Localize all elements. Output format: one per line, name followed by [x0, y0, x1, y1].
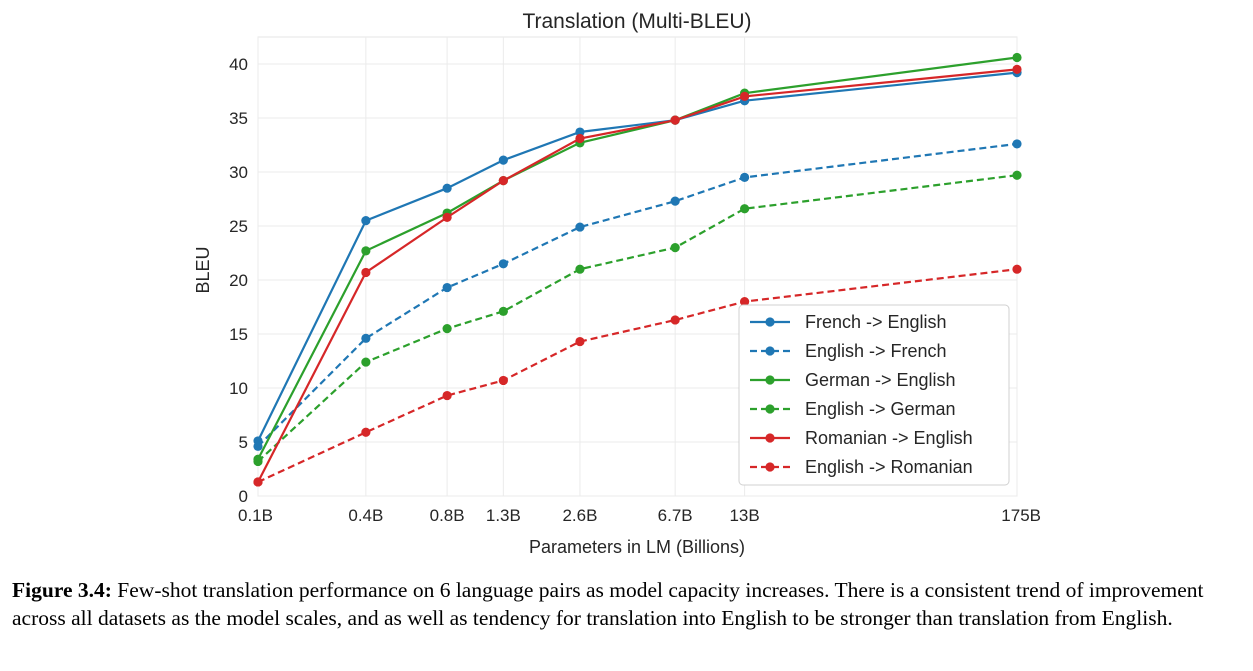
grid — [257, 37, 1018, 497]
data-point — [575, 133, 585, 144]
caption-label: Figure 3.4: — [12, 578, 112, 602]
x-tick-label: 175B — [1001, 506, 1041, 525]
x-axis-label: Parameters in LM (Billions) — [529, 537, 745, 557]
series-line — [257, 56, 1018, 460]
y-axis-label: BLEU — [193, 246, 213, 293]
chart: 0 5 10 15 20 25 30 35 40 0.1B 0.4B 0.8B 1.3B 2.6B 6.7B… — [193, 10, 1041, 557]
data-point — [361, 216, 371, 226]
data-point — [442, 183, 452, 193]
series-english-french — [253, 139, 1022, 451]
data-point — [253, 477, 263, 487]
legend-label: French -> English — [805, 312, 947, 332]
data-point — [1012, 52, 1022, 63]
data-point — [442, 282, 452, 293]
data-point — [442, 390, 452, 401]
legend-label: English -> French — [805, 341, 947, 361]
data-point — [498, 375, 508, 386]
data-point — [361, 427, 371, 437]
series-romanian-english — [253, 64, 1022, 487]
y-tick-label: 40 — [229, 55, 248, 74]
series-line — [257, 142, 1018, 448]
data-point — [361, 357, 371, 367]
x-tick-label: 2.6B — [562, 506, 597, 525]
figure-caption: Figure 3.4: Few-shot translation perform… — [12, 576, 1244, 632]
series-english-german — [253, 170, 1022, 467]
data-point — [670, 243, 680, 253]
data-point — [670, 115, 680, 125]
series-line — [257, 268, 1018, 483]
data-point — [253, 456, 263, 467]
data-point — [498, 306, 508, 316]
series-layer — [253, 52, 1022, 487]
series-line — [257, 174, 1018, 463]
legend-marker — [765, 346, 775, 356]
y-tick-label: 0 — [239, 487, 248, 506]
data-point — [670, 315, 680, 325]
y-tick-label: 35 — [229, 109, 248, 128]
data-point — [575, 336, 585, 347]
legend-label: Romanian -> English — [805, 428, 973, 448]
chart-title: Translation (Multi-BLEU) — [522, 10, 751, 33]
data-point — [361, 246, 371, 256]
x-tick-label: 1.3B — [486, 506, 521, 525]
legend-marker — [765, 375, 775, 385]
series-french-english — [253, 68, 1022, 446]
data-point — [1012, 170, 1022, 180]
data-point — [1012, 264, 1022, 274]
legend-label: English -> German — [805, 399, 956, 419]
series-line — [257, 71, 1018, 442]
y-tick-label: 15 — [229, 325, 248, 344]
data-point — [575, 264, 585, 274]
series-english-romanian — [253, 264, 1022, 487]
data-point — [361, 333, 371, 343]
y-tick-label: 20 — [229, 271, 248, 290]
data-point — [1012, 64, 1022, 74]
x-tick-label: 0.1B — [238, 506, 273, 525]
data-point — [442, 212, 452, 222]
data-point — [670, 196, 680, 206]
caption-text: Few-shot translation performance on 6 la… — [12, 578, 1204, 630]
y-tick-label: 10 — [229, 379, 248, 398]
y-tick-label: 5 — [239, 433, 248, 452]
legend-marker — [765, 404, 775, 414]
data-point — [740, 172, 750, 182]
legend: French -> English English -> French German… — [738, 304, 1010, 486]
data-point — [740, 91, 750, 101]
data-point — [740, 297, 750, 307]
legend-marker — [765, 433, 775, 443]
data-point — [498, 155, 508, 165]
y-tick-label: 25 — [229, 217, 248, 236]
legend-marker — [765, 462, 775, 472]
data-point — [442, 324, 452, 334]
data-point — [253, 441, 263, 451]
legend-label: English -> Romanian — [805, 457, 973, 477]
data-point — [575, 222, 585, 232]
x-tick-label: 0.4B — [348, 506, 383, 525]
data-point — [498, 176, 508, 186]
x-tick-label: 6.7B — [658, 506, 693, 525]
x-tick-label: 13B — [729, 506, 759, 525]
legend-box — [738, 304, 1010, 486]
data-point — [740, 204, 750, 214]
series-line — [257, 68, 1018, 483]
legend-label: German -> English — [805, 370, 956, 390]
tick-labels: 0 5 10 15 20 25 30 35 40 0.1B 0.4B 0.8B 1.3B 2.6B 6.7B… — [229, 55, 1041, 525]
data-point — [1012, 139, 1022, 149]
x-tick-label: 0.8B — [430, 506, 465, 525]
y-tick-label: 30 — [229, 163, 248, 182]
data-point — [575, 127, 585, 137]
data-point — [498, 259, 508, 269]
legend-marker — [765, 317, 775, 327]
data-point — [361, 267, 371, 278]
